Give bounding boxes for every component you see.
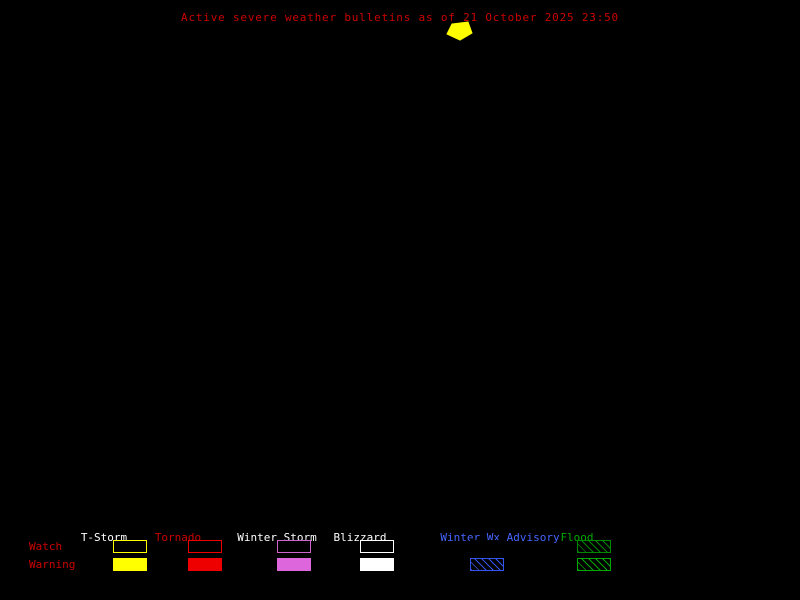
legend-swatch-winter-storm-watch xyxy=(277,540,311,553)
page-title: Active severe weather bulletins as of 21… xyxy=(181,11,619,24)
legend-swatch-tstorm-warning xyxy=(113,558,147,571)
legend-swatch-winter-storm-warning xyxy=(277,558,311,571)
legend-swatch-flood-watch xyxy=(577,540,611,553)
map-canvas[interactable] xyxy=(0,0,800,520)
legend-swatch-winter-wx-advisory-warning xyxy=(470,558,504,571)
legend-row-warning-label: Warning xyxy=(29,558,76,571)
legend-swatch-blizzard-watch xyxy=(360,540,394,553)
legend-swatch-tornado-watch xyxy=(188,540,222,553)
legend-swatch-winter-wx-advisory-watch xyxy=(470,540,504,553)
thunderstorm-warning-polygon[interactable] xyxy=(446,21,473,41)
legend: Watch Warning T-Storm Tornado Winter Sto… xyxy=(0,520,800,600)
legend-swatch-blizzard-warning xyxy=(360,558,394,571)
legend-swatch-tornado-warning xyxy=(188,558,222,571)
legend-row-watch-label: Watch xyxy=(29,540,63,553)
bulletin-layer xyxy=(446,21,473,41)
legend-swatch-flood-warning xyxy=(577,558,611,571)
legend-swatch-tstorm-watch xyxy=(113,540,147,553)
